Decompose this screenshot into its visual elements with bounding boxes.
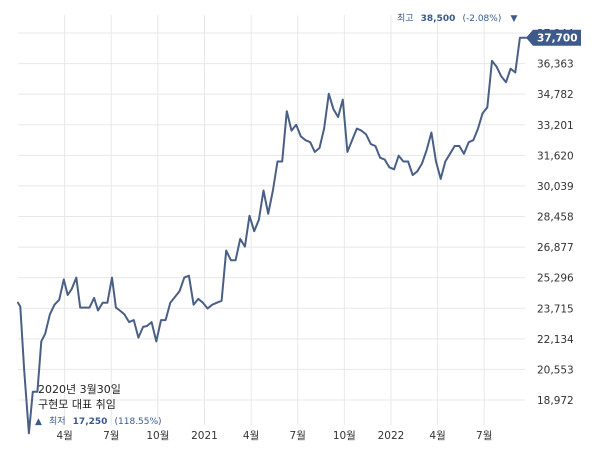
price-line — [17, 36, 528, 435]
event-note-line1: 2020년 3월30일 — [38, 382, 121, 396]
low-value: 17,250 — [73, 417, 108, 427]
x-tick-label: 2022 — [378, 430, 405, 442]
y-tick-label: 22,134 — [537, 334, 574, 346]
y-tick-label: 28,458 — [537, 212, 574, 224]
x-tick-label: 4월 — [243, 430, 259, 442]
x-tick-label: 7월 — [476, 430, 492, 442]
annotations: 2020년 3월30일 구현모 대표 취임 ▲ 최저 17,250 (118.5… — [35, 6, 517, 428]
price-series — [17, 36, 528, 435]
low-label: 최저 — [49, 416, 66, 427]
high-value: 38,500 — [421, 14, 456, 24]
y-tick-label: 18,972 — [537, 395, 574, 407]
high-marker: ▼ — [510, 14, 517, 24]
y-tick-label: 30,039 — [537, 181, 574, 193]
y-tick-label: 26,877 — [537, 242, 574, 254]
x-axis-ticks: 4월 7월 10월 2021 4월 7월 10월 2022 4월 7월 — [56, 430, 492, 442]
x-tick-label: 7월 — [103, 430, 119, 442]
current-price-badge-shape — [526, 29, 581, 46]
high-annotation: 최고 38,500 (-2.08%) ▼ — [397, 6, 517, 25]
low-marker: ▲ — [35, 417, 42, 427]
x-tick-label: 4월 — [429, 430, 445, 442]
high-label: 최고 — [397, 13, 414, 24]
high-pct: (-2.08%) — [462, 14, 501, 24]
y-tick-label: 31,620 — [537, 150, 574, 162]
x-tick-label: 7월 — [290, 430, 306, 442]
y-tick-label: 33,201 — [537, 120, 574, 132]
x-tick-label: 10월 — [146, 430, 169, 442]
low-pct: (118.55%) — [115, 417, 162, 427]
y-axis-ticks: 37,94436,36334,78233,20131,62030,03928,4… — [537, 28, 574, 407]
y-tick-label: 20,553 — [537, 364, 574, 376]
y-tick-label: 23,715 — [537, 303, 574, 315]
event-note-line2: 구현모 대표 취임 — [38, 398, 116, 411]
x-tick-label: 10월 — [333, 430, 356, 442]
y-tick-label: 36,363 — [537, 59, 574, 71]
low-annotation: ▲ 최저 17,250 (118.55%) — [35, 409, 162, 428]
current-price-badge: 37,700 — [526, 29, 581, 46]
x-tick-label: 4월 — [56, 430, 72, 442]
y-tick-label: 34,782 — [537, 89, 574, 101]
y-tick-label: 25,296 — [537, 273, 574, 285]
current-price-label: 37,700 — [537, 33, 578, 45]
gridlines — [18, 15, 525, 425]
x-tick-label: 2021 — [191, 430, 218, 442]
